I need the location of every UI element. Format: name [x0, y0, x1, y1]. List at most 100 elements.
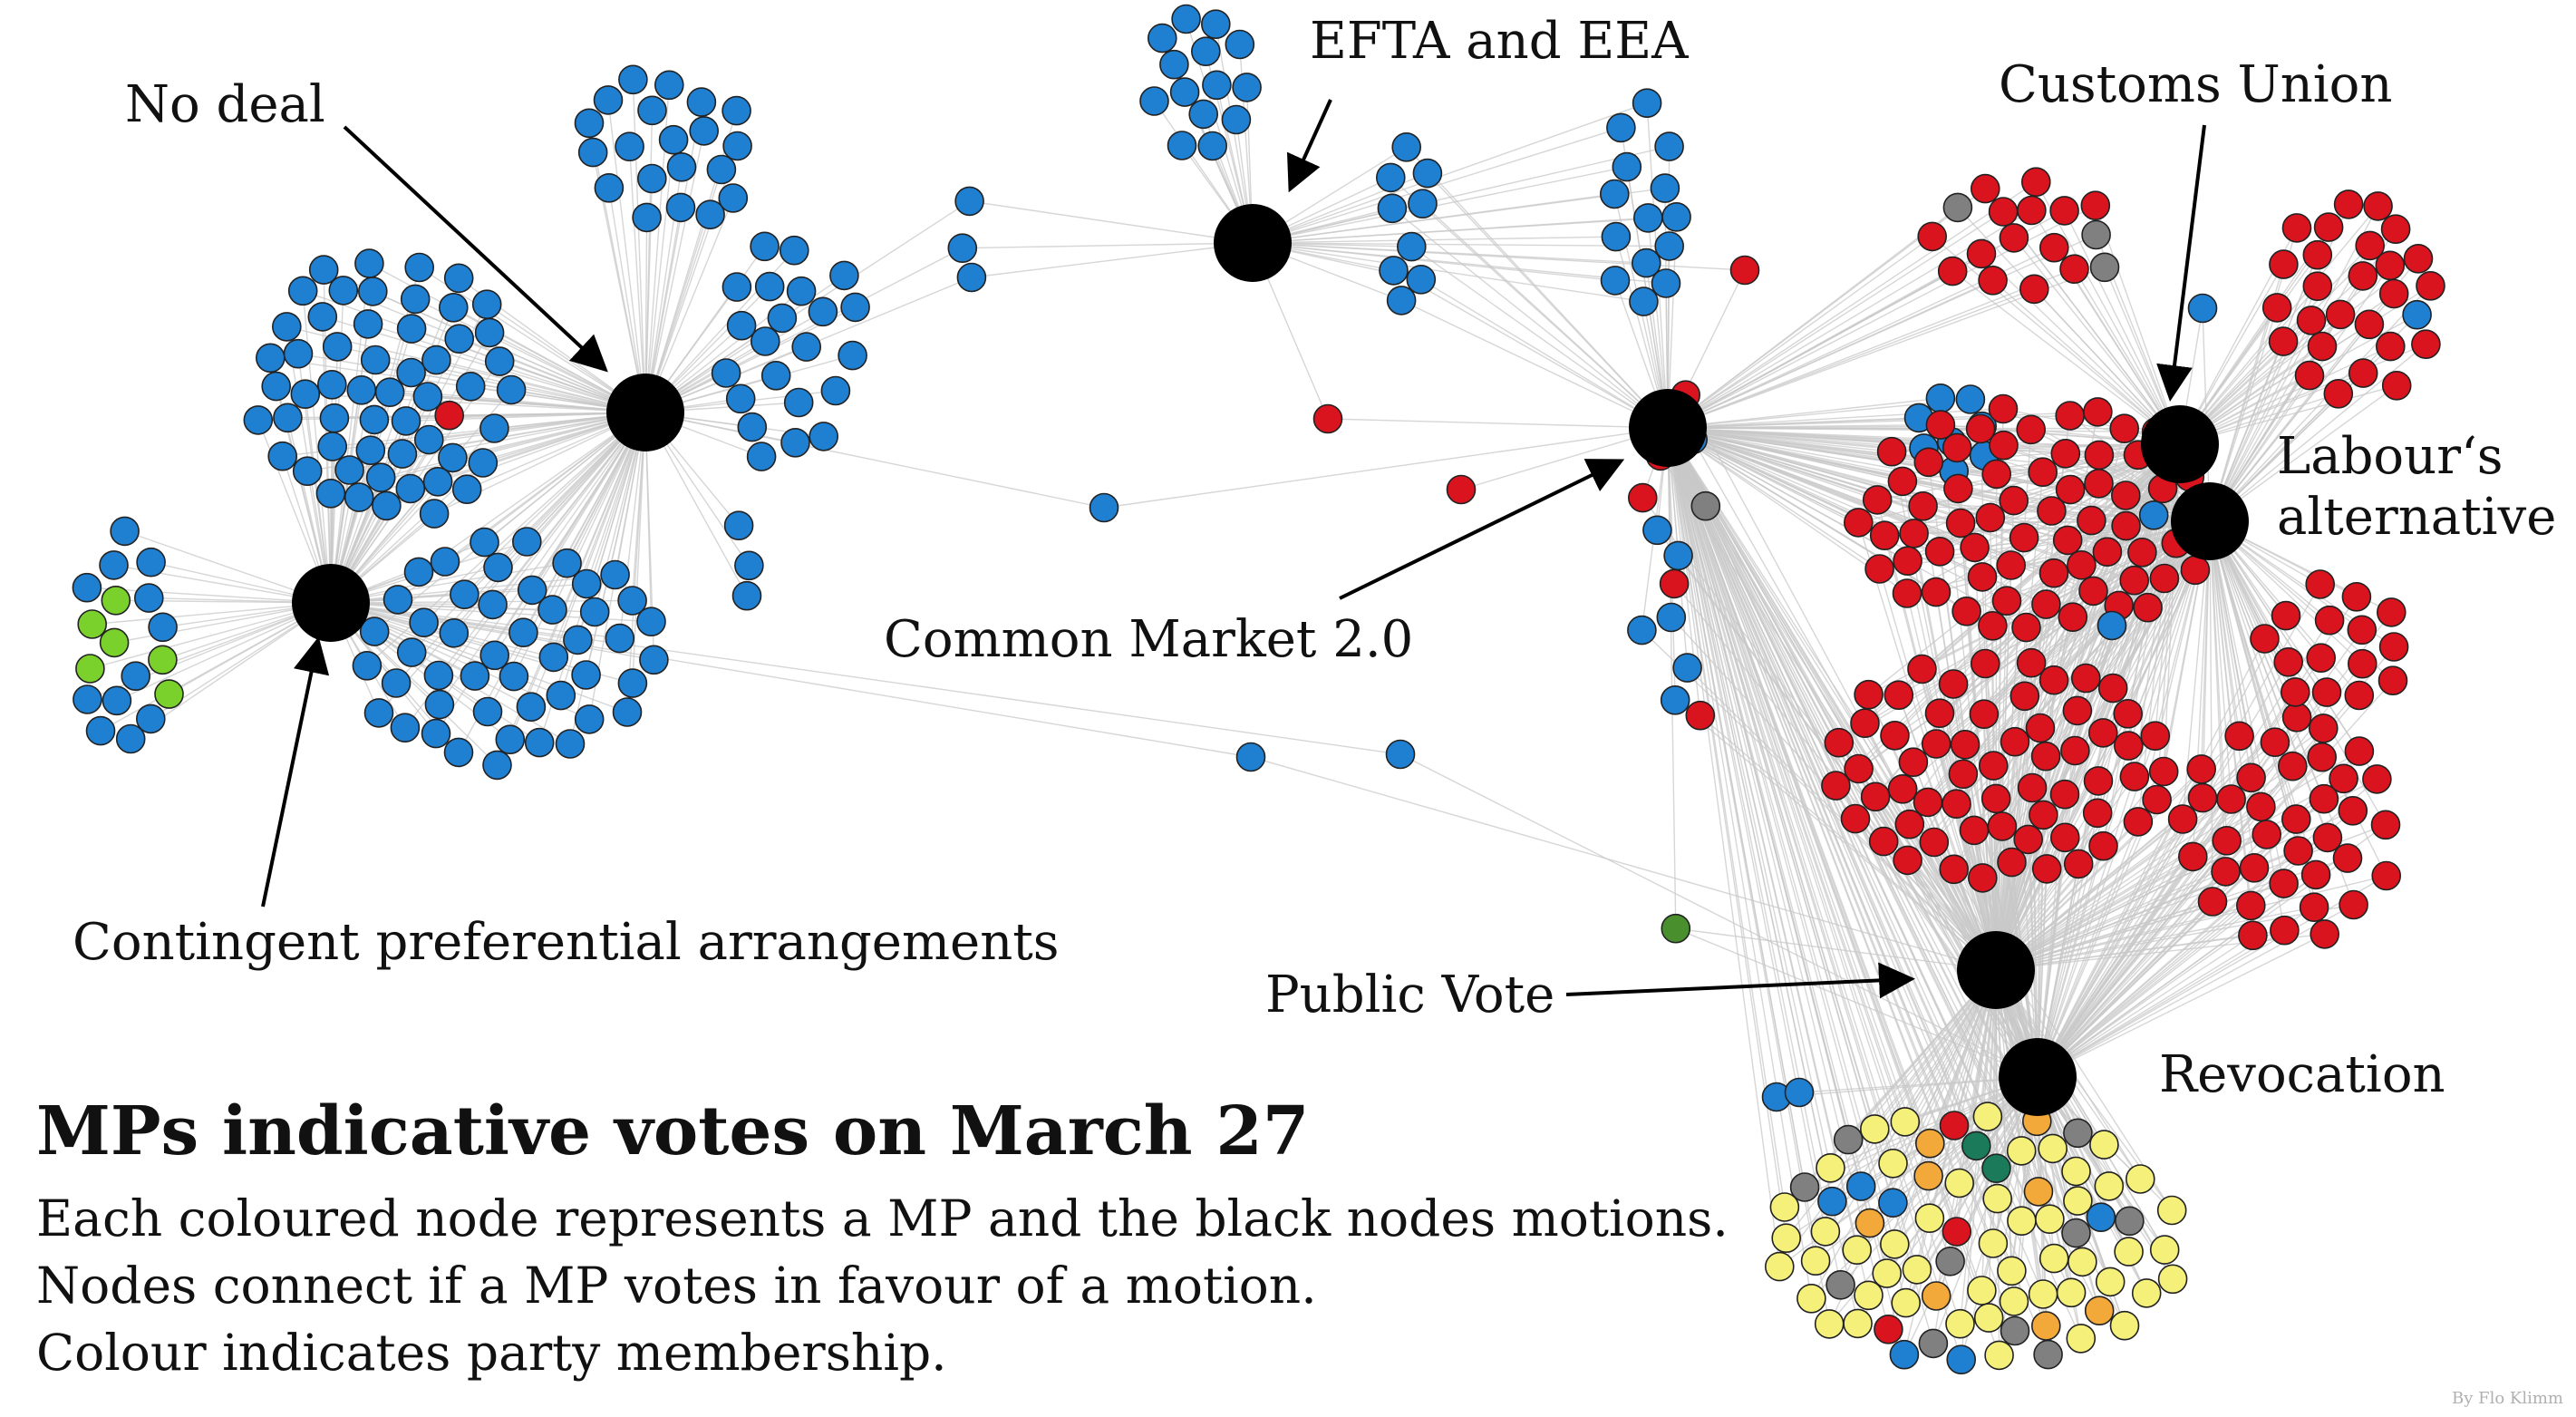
vote-edge [1667, 427, 1961, 1325]
mp-node-labour [1917, 221, 1947, 252]
vote-edge [1420, 278, 1669, 429]
mp-node-conservative [438, 442, 468, 473]
mp-node-labour [1979, 751, 2009, 781]
mp-node-conservative [85, 715, 116, 746]
mp-node-labour [1971, 648, 2000, 679]
vote-edge [1894, 520, 2211, 736]
vote-edge [1103, 427, 1669, 509]
mp-node-snp [2156, 1195, 2187, 1226]
mp-node-conservative [1784, 1077, 1815, 1108]
mp-node-conservative [820, 375, 851, 406]
mp-node-labour [2029, 800, 2058, 830]
mp-node-conservative [387, 439, 418, 469]
page-title: MPs indicative votes on March 27 [36, 1092, 1310, 1170]
mp-node-labour [1942, 432, 1972, 463]
mp-node-labour [2009, 681, 2040, 712]
mp-node-labour [2140, 721, 2171, 752]
mp-node-conservative [1672, 653, 1702, 683]
mp-node-conservative [612, 697, 643, 727]
mp-node-snp [1984, 1340, 2014, 1371]
mp-node-conservative [1651, 268, 1681, 298]
vote-edge [2209, 520, 2227, 872]
mp-node-conservative [1654, 131, 1684, 161]
mp-node-labour [2097, 673, 2128, 704]
mp-node-labour [2011, 612, 2041, 643]
mp-node-conservative [706, 154, 737, 185]
vote-edge [1951, 270, 2181, 445]
mp-node-labour [2246, 791, 2276, 822]
vote-edge [644, 200, 970, 413]
mp-node-labour [2306, 643, 2336, 674]
mp-node-labour [1924, 698, 1955, 729]
mp-node-conservative [395, 473, 426, 504]
mp-node-labour [2019, 274, 2049, 305]
vote-edge [1667, 279, 1993, 429]
mp-node-conservative [508, 617, 538, 648]
vote-edge [2209, 324, 2370, 522]
mp-node-conservative [472, 696, 503, 727]
vote-edge [1995, 756, 2323, 971]
mp-node-labour [1898, 747, 1929, 778]
vote-edge [1995, 875, 2387, 971]
vote-edge [438, 412, 646, 676]
mp-node-labour [2088, 718, 2118, 748]
mp-node-conservative [423, 660, 454, 691]
mp-node-conservative [1955, 384, 1986, 414]
mp-node-conservative [1232, 73, 1262, 102]
mp-node-labour [2060, 735, 2090, 766]
mp-node-conservative [734, 550, 764, 581]
mp-node-snp [2068, 1247, 2097, 1277]
mp-node-conservative [780, 427, 810, 458]
vote-edge [1667, 427, 1880, 570]
mp-node-labour [2078, 576, 2108, 607]
mp-node-labour [2013, 824, 2043, 855]
vote-edge [2037, 638, 2266, 1078]
vote-edge [2037, 858, 2348, 1078]
vote-edge [971, 242, 1254, 278]
vote-edge [378, 412, 646, 713]
mp-node-other [1981, 1153, 2011, 1183]
motion-node-efta [1214, 204, 1292, 282]
mp-node-labour [1971, 173, 2000, 204]
mp-node-labour [2133, 592, 2163, 623]
motion-node-contingent [292, 564, 370, 642]
mp-node-labour [2236, 890, 2266, 921]
mp-node-labour [1850, 708, 1880, 739]
mp-node-snp [2039, 1243, 2069, 1274]
mp-node-labour [1880, 720, 1910, 751]
arrow-common-market [1339, 459, 1625, 600]
mp-node-labour [1884, 680, 1914, 711]
vote-edge [1667, 427, 1870, 1296]
vote-edge [2037, 745, 2129, 1078]
mp-node-labour [2123, 807, 2154, 837]
mp-node-labour [2260, 727, 2290, 758]
motion-node-cm [1629, 389, 1707, 467]
vote-edge [1995, 751, 2360, 971]
mp-node-conservative [482, 750, 512, 781]
mp-node-labour [1887, 773, 1918, 804]
mp-node-labour [2269, 869, 2299, 898]
mp-node-conservative [400, 284, 431, 315]
mp-node-libdem [2031, 1311, 2061, 1341]
mp-node-conservative [334, 455, 364, 485]
mp-node-independent [2081, 219, 2111, 250]
vote-edge [1410, 246, 1669, 429]
vote-edge [1667, 181, 2037, 429]
mp-node-snp [2114, 1237, 2144, 1267]
mp-node-snp [2109, 1310, 2140, 1341]
credit: By Flo Klimm [2451, 1389, 2563, 1408]
mp-node-labour [1924, 536, 1955, 567]
mp-node-labour [1938, 669, 1969, 699]
vote-edge [100, 602, 332, 732]
mp-node-conservative [1379, 256, 1409, 286]
mp-node-conservative [1202, 70, 1232, 101]
mp-node-conservative [779, 235, 809, 266]
mp-node-conservative [443, 737, 474, 768]
mp-node-labour [2050, 438, 2081, 469]
vote-edge [1932, 236, 2181, 445]
mp-node-conservative [1406, 264, 1437, 295]
mp-node-conservative [1159, 49, 1189, 80]
mp-node-labour [1685, 700, 1716, 731]
mp-node-snp [2066, 1324, 2097, 1354]
